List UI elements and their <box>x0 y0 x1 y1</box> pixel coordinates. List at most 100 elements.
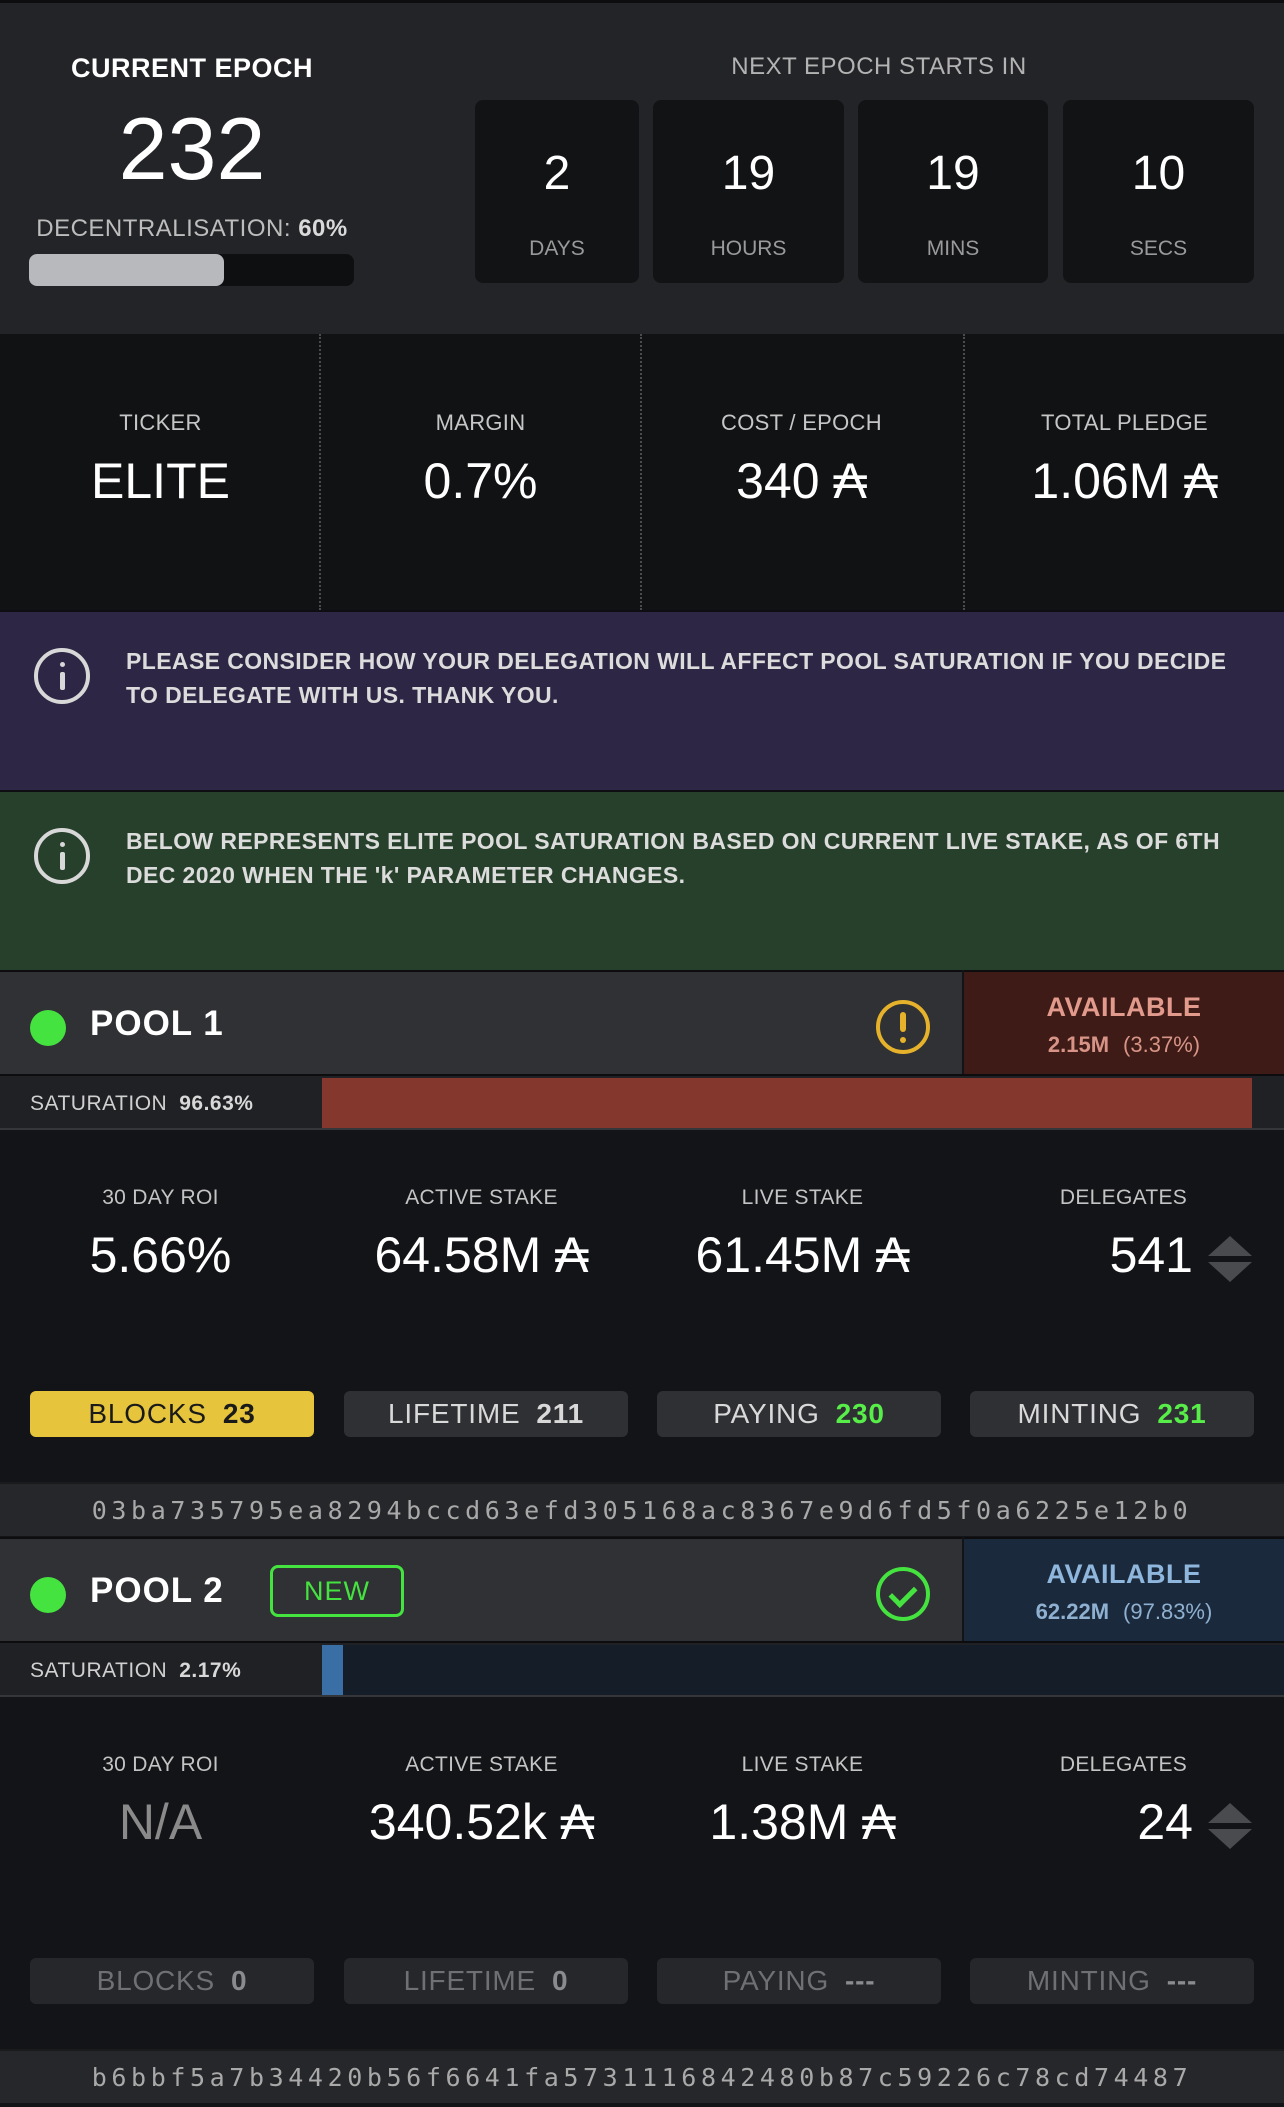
saturation-bar-fill <box>322 1645 343 1695</box>
stat-margin: MARGIN 0.7% <box>319 334 640 610</box>
available-amount: 62.22M <box>1035 1599 1110 1624</box>
available-amount-text: 62.22M (97.83%) <box>964 1599 1284 1625</box>
paying-label: PAYING <box>713 1398 820 1429</box>
blocks-label: BLOCKS <box>96 1965 216 1996</box>
saturation-text: SATURATION 2.17% <box>30 1659 241 1683</box>
paying-value: 230 <box>835 1398 885 1429</box>
saturation-bar-track <box>322 1645 1284 1695</box>
decentralisation-text: DECENTRALISATION: 60% <box>0 215 384 243</box>
pool-2-available: AVAILABLE 62.22M (97.83%) <box>964 1537 1284 1641</box>
live-stake-value: 1.38M ₳ <box>709 1794 896 1850</box>
stat-cost-epoch: COST / EPOCH 340 ₳ <box>640 334 961 610</box>
paying-value: --- <box>845 1965 876 1996</box>
pool-2-card: POOL 2 NEW AVAILABLE 62.22M (97.83%) SATU… <box>0 1537 1284 2107</box>
minting-label: MINTING <box>1026 1965 1151 1996</box>
delegates-label: DELEGATES <box>1059 1186 1188 1209</box>
saturation-label: SATURATION <box>30 1659 168 1682</box>
current-epoch-number: 232 <box>118 99 266 198</box>
minting-label: MINTING <box>1017 1398 1142 1429</box>
delegates-value: 541 <box>1109 1227 1193 1283</box>
minting-value: 231 <box>1157 1398 1207 1429</box>
saturation-label: SATURATION <box>30 1092 168 1115</box>
roi-label: 30 DAY ROI <box>102 1753 219 1776</box>
saturation-notice-banner: BELOW REPRESENTS ELITE POOL SATURATION B… <box>0 790 1284 970</box>
delegation-notice-banner: PLEASE CONSIDER HOW YOUR DELEGATION WILL… <box>0 610 1284 790</box>
lifetime-value: 211 <box>536 1398 584 1429</box>
live-stake-value: 61.45M ₳ <box>695 1227 910 1283</box>
available-title: AVAILABLE <box>1046 992 1202 1022</box>
sort-icon[interactable] <box>1208 1803 1252 1851</box>
stat-total-pledge-label: TOTAL PLEDGE <box>1040 410 1209 435</box>
minting-value: --- <box>1166 1965 1198 1996</box>
pool-1-card: POOL 1 AVAILABLE 2.15M (3.37%) SATURATION… <box>0 970 1284 1537</box>
decentralisation-label: DECENTRALISATION: <box>36 215 292 242</box>
saturation-text: SATURATION 96.63% <box>30 1092 253 1116</box>
info-icon <box>34 648 90 704</box>
delegates-label: DELEGATES <box>1059 1753 1188 1776</box>
next-epoch-title: NEXT EPOCH STARTS IN <box>731 53 1027 80</box>
countdown-mins-label: MINS <box>926 237 980 260</box>
lifetime-pill: LIFETIME 0 <box>344 1958 628 2004</box>
blocks-pill: BLOCKS 23 <box>30 1391 314 1437</box>
countdown-secs: 10 SECS <box>1063 100 1254 283</box>
stat-ticker-value: ELITE <box>91 453 230 509</box>
saturation-bar-track <box>322 1078 1284 1128</box>
pool-2-header: POOL 2 NEW <box>0 1537 962 1641</box>
pool-status-dot <box>30 1577 66 1613</box>
active-stake-value: 340.52k ₳ <box>368 1794 595 1850</box>
countdown-hours-label: HOURS <box>710 237 787 260</box>
paying-label: PAYING <box>722 1965 830 1996</box>
stat-total-pledge-value: 1.06M ₳ <box>1031 453 1218 509</box>
info-icon <box>34 828 90 884</box>
blocks-value: 23 <box>222 1398 256 1429</box>
lifetime-pill: LIFETIME 211 <box>344 1391 628 1437</box>
stat-ticker-label: TICKER <box>119 410 202 435</box>
countdown-hours-value: 19 <box>721 147 776 200</box>
stat-cost-epoch-value: 340 ₳ <box>736 453 867 509</box>
current-epoch-title: CURRENT EPOCH <box>70 53 313 83</box>
pool-2-id[interactable]: b6bbf5a7b34420b56f6641fa5731116842480b87… <box>0 2049 1284 2103</box>
check-circle-icon <box>876 1567 930 1621</box>
live-stake-label: LIVE STAKE <box>741 1753 864 1776</box>
sort-icon[interactable] <box>1208 1236 1252 1284</box>
countdown-secs-value: 10 <box>1131 147 1186 200</box>
roi-label: 30 DAY ROI <box>102 1186 219 1209</box>
stat-ticker: TICKER ELITE <box>0 334 321 610</box>
pool-1-block-pills: BLOCKS 23 LIFETIME 211 PAYING 230 MINTING 23… <box>0 1391 1284 1439</box>
stat-margin-value: 0.7% <box>423 453 538 509</box>
stat-cost-epoch-label: COST / EPOCH <box>721 410 882 435</box>
active-stake-value: 64.58M ₳ <box>374 1227 589 1283</box>
blocks-value: 0 <box>231 1965 248 1996</box>
lifetime-label: LIFETIME <box>388 1398 521 1429</box>
decentralisation-progress-fill <box>29 254 224 286</box>
pool-1-header: POOL 1 <box>0 970 962 1074</box>
stat-total-pledge: TOTAL PLEDGE 1.06M ₳ <box>963 334 1284 610</box>
pool-1-id[interactable]: 03ba735795ea8294bccd63efd305168ac8367e9d… <box>0 1482 1284 1536</box>
saturation-bar-fill <box>322 1078 1252 1128</box>
countdown-days-label: DAYS <box>529 237 585 260</box>
blocks-label: BLOCKS <box>88 1398 207 1429</box>
pool-status-dot <box>30 1010 66 1046</box>
countdown-days-value: 2 <box>543 147 571 200</box>
active-stake-label: ACTIVE STAKE <box>405 1186 558 1209</box>
pool-2-metrics: 30 DAY ROI N/A ACTIVE STAKE 340.52k ₳ LI… <box>0 1697 1284 1942</box>
roi-value: N/A <box>118 1794 203 1850</box>
countdown-secs-label: SECS <box>1129 237 1188 260</box>
paying-pill: PAYING 230 <box>657 1391 941 1437</box>
epoch-panel: CURRENT EPOCH 232 DECENTRALISATION: 60% … <box>0 0 1284 334</box>
pool-stats-row: TICKER ELITE MARGIN 0.7% COST / EPOCH 34… <box>0 334 1284 610</box>
available-title: AVAILABLE <box>1046 1559 1202 1589</box>
lifetime-value: 0 <box>552 1965 569 1996</box>
lifetime-label: LIFETIME <box>403 1965 537 1996</box>
active-stake-label: ACTIVE STAKE <box>405 1753 558 1776</box>
countdown-hours: 19 HOURS <box>653 100 844 283</box>
pool-1-available: AVAILABLE 2.15M (3.37%) <box>964 970 1284 1074</box>
available-amount-text: 2.15M (3.37%) <box>964 1032 1284 1058</box>
pool-1-saturation-row: SATURATION 96.63% <box>0 1074 1284 1130</box>
decentralisation-value: 60% <box>298 215 348 242</box>
pool-2-saturation-row: SATURATION 2.17% <box>0 1641 1284 1697</box>
countdown-days: 2 DAYS <box>475 100 639 283</box>
saturation-notice-text: BELOW REPRESENTS ELITE POOL SATURATION B… <box>126 828 1220 888</box>
available-percent: (97.83%) <box>1123 1599 1213 1624</box>
available-amount: 2.15M <box>1047 1032 1110 1057</box>
